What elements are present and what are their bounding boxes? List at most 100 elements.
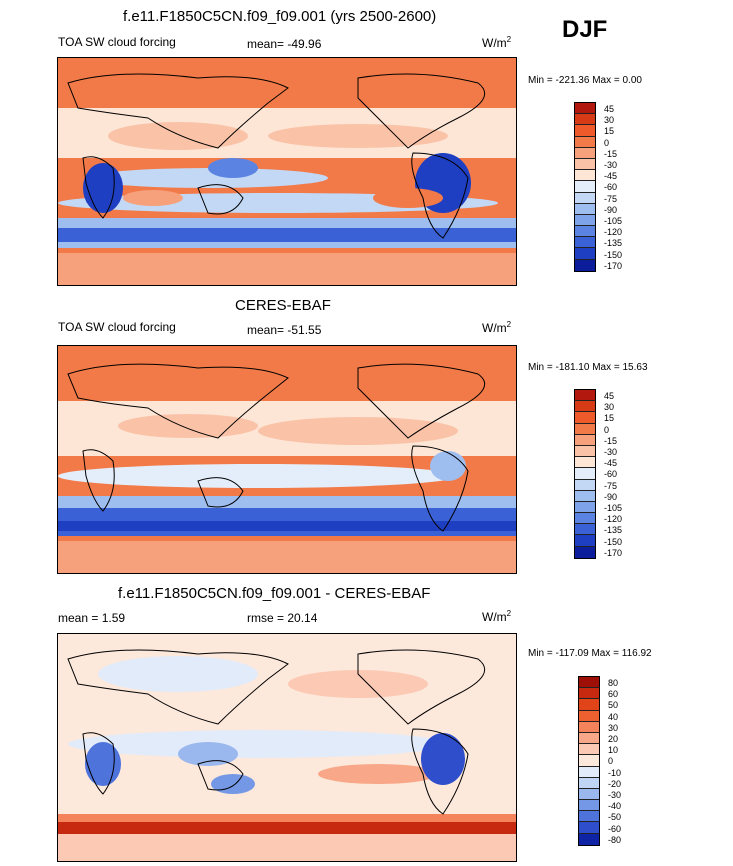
colorbar-tick-label: -30 <box>604 447 618 457</box>
colorbar-tick-label: 45 <box>604 391 615 401</box>
colorbar-tick-label: -120 <box>604 514 623 525</box>
panel2-minmax: Min = -181.10 Max = 15.63 <box>528 362 648 373</box>
colorbar-tick-label: -135 <box>604 525 623 536</box>
colorbar-tick-label: 40 <box>608 711 619 722</box>
colorbar-swatch <box>579 800 599 812</box>
colorbar-swatch <box>575 412 595 424</box>
colorbar-swatch <box>579 744 599 756</box>
colorbar-swatch <box>579 777 599 789</box>
colorbar-tick-label: -90 <box>604 204 618 215</box>
colorbar-swatch <box>575 170 595 182</box>
colorbar-swatch <box>575 158 595 171</box>
colorbar-swatch <box>575 490 595 502</box>
colorbar-tick-label: 0 <box>604 424 610 435</box>
colorbar-swatch <box>579 677 599 689</box>
colorbar-swatch <box>575 237 595 249</box>
colorbar-swatch <box>575 434 595 446</box>
colorbar-tick-label: -10 <box>608 767 622 778</box>
colorbar-swatch <box>575 103 595 115</box>
colorbar-tick-label: -90 <box>604 491 618 502</box>
colorbar-swatch <box>575 147 595 159</box>
colorbar-swatch <box>575 248 595 260</box>
colorbar-swatch <box>575 513 595 525</box>
panel3-rmse: rmse = 20.14 <box>247 611 318 625</box>
colorbar-swatch <box>579 755 599 767</box>
panel1-map <box>57 57 517 286</box>
panel1-minmax: Min = -221.36 Max = 0.00 <box>528 75 642 86</box>
colorbar-swatch <box>575 114 595 126</box>
colorbar-tick-label: -170 <box>604 547 623 558</box>
panel3-map <box>57 633 517 862</box>
season-label: DJF <box>562 16 608 43</box>
colorbar-swatch <box>575 535 595 547</box>
colorbar-swatch <box>579 766 599 778</box>
panel2-mean: mean= -51.55 <box>247 323 322 337</box>
colorbar-tick-label: -150 <box>604 536 623 547</box>
colorbar-tick-label: 15 <box>604 126 615 137</box>
colorbar-swatch <box>579 822 599 834</box>
panel2-map <box>57 345 517 574</box>
colorbar-tick-label: -135 <box>604 238 623 249</box>
colorbar-swatch <box>575 259 595 271</box>
colorbar-tick-label: -30 <box>608 790 622 800</box>
colorbar-swatch <box>575 501 595 514</box>
colorbar-tick-label: 0 <box>604 137 610 148</box>
colorbar-tick-label: 30 <box>608 722 619 733</box>
panel1-title: f.e11.F1850C5CN.f09_f09.001 (yrs 2500-26… <box>123 8 437 25</box>
colorbar-swatch <box>579 710 599 722</box>
panel3-minmax: Min = -117.09 Max = 116.92 <box>528 648 652 659</box>
colorbar-swatch <box>575 125 595 137</box>
colorbar-tick-label: 50 <box>608 700 619 711</box>
colorbar-tick-label: -60 <box>608 823 622 834</box>
colorbar-swatch <box>575 192 595 204</box>
colorbar-tick-label: 15 <box>604 413 615 424</box>
panel1-units: W/m2 <box>482 35 512 50</box>
panel2-units: W/m2 <box>482 320 512 335</box>
colorbar-swatch <box>575 445 595 458</box>
colorbar-tick-label: -105 <box>604 503 623 513</box>
colorbar-swatch <box>579 811 599 823</box>
colorbar-swatch <box>575 401 595 413</box>
colorbar-swatch <box>575 181 595 193</box>
colorbar-tick-label: 60 <box>608 689 619 700</box>
colorbar-tick-label: -20 <box>608 778 622 789</box>
colorbar-swatch <box>575 390 595 402</box>
colorbar-tick-label: -45 <box>604 458 618 469</box>
colorbar-tick-label: -105 <box>604 216 623 226</box>
colorbar-swatch <box>579 688 599 700</box>
colorbar-tick-label: 30 <box>604 115 615 126</box>
colorbar-tick-label: 30 <box>604 402 615 413</box>
colorbar-swatch <box>575 423 595 435</box>
colorbar-tick-label: 45 <box>604 104 615 114</box>
colorbar-swatch <box>575 214 595 227</box>
colorbar-swatch <box>575 136 595 148</box>
colorbar-tick-label: -120 <box>604 227 623 238</box>
colorbar-tick-label: -45 <box>604 171 618 182</box>
colorbar-tick-label: 0 <box>608 756 614 767</box>
colorbar-tick-label: -15 <box>604 435 618 446</box>
colorbar-swatch <box>575 546 595 558</box>
colorbar-tick-label: -40 <box>608 801 622 812</box>
colorbar-tick-label: -80 <box>608 834 622 845</box>
colorbar-tick-label: -15 <box>604 148 618 159</box>
colorbar-tick-label: -75 <box>604 193 618 204</box>
colorbar-swatch <box>579 833 599 845</box>
panel2-title: CERES-EBAF <box>235 297 331 314</box>
colorbar-swatch <box>579 721 599 733</box>
panel3-colorbar <box>578 676 600 846</box>
colorbar-swatch <box>575 203 595 215</box>
panel2-colorbar <box>574 389 596 559</box>
panel1-mean: mean= -49.96 <box>247 37 322 51</box>
colorbar-tick-label: -60 <box>604 182 618 193</box>
panel2-variable: TOA SW cloud forcing <box>58 320 176 334</box>
colorbar-tick-label: -30 <box>604 160 618 170</box>
panel3-mean: mean = 1.59 <box>58 611 126 625</box>
colorbar-swatch <box>575 468 595 480</box>
colorbar-tick-label: -60 <box>604 469 618 480</box>
panel1-colorbar <box>574 102 596 272</box>
colorbar-swatch <box>579 699 599 711</box>
panel1-variable: TOA SW cloud forcing <box>58 35 176 49</box>
colorbar-swatch <box>575 479 595 491</box>
colorbar-tick-label: 80 <box>608 678 619 688</box>
colorbar-tick-label: -75 <box>604 480 618 491</box>
